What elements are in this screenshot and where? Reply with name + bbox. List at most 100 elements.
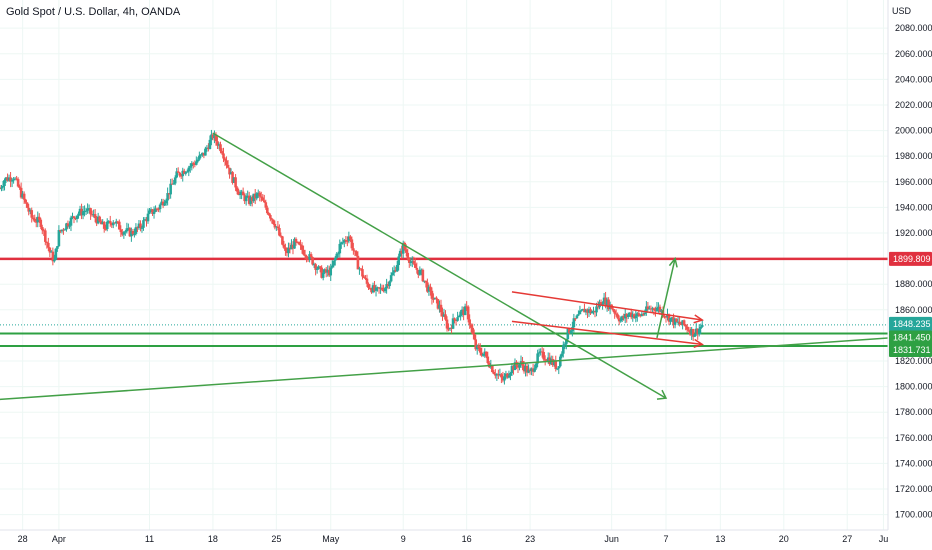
candle-body: [276, 226, 280, 229]
candle-body: [383, 288, 387, 292]
candle-body: [111, 222, 115, 226]
candle-body: [137, 223, 141, 228]
candle-body: [122, 232, 126, 235]
candle-body: [3, 180, 6, 186]
candle-body: [45, 241, 49, 243]
candle-body: [332, 260, 336, 266]
candle-body: [101, 222, 104, 225]
candle-body: [604, 297, 607, 307]
candle-body: [81, 211, 85, 216]
arrow-line[interactable]: [656, 258, 676, 339]
candle-body: [365, 278, 369, 284]
candle-body: [166, 193, 169, 201]
candle-body: [222, 153, 225, 159]
candle-body: [498, 374, 502, 376]
candle-body: [157, 208, 160, 210]
candle-body: [327, 269, 331, 276]
candle-body: [297, 242, 301, 245]
candle-body: [629, 312, 633, 318]
candle-body: [28, 210, 32, 212]
candle-body: [306, 258, 310, 260]
candle-body: [285, 250, 289, 254]
candle-body: [530, 368, 533, 372]
candle-body: [459, 311, 462, 316]
candle-body: [25, 202, 29, 208]
candle-body: [149, 209, 153, 211]
arrow-line[interactable]: [511, 291, 703, 321]
candle-body: [47, 242, 50, 248]
candle-body: [631, 314, 635, 318]
y-tick-label: 1780.000: [895, 407, 932, 417]
candle-body: [670, 317, 674, 319]
candle-body: [269, 215, 272, 219]
candle-body: [148, 210, 151, 214]
candle-body: [655, 307, 659, 312]
candle-body: [678, 321, 681, 324]
candle-body: [80, 208, 83, 216]
candle-body: [356, 255, 360, 270]
candle-body: [663, 316, 666, 318]
candle-body: [63, 229, 67, 231]
candle-body: [457, 315, 461, 318]
candle-body: [643, 312, 647, 315]
y-tick-label: 1980.000: [895, 151, 932, 161]
candle-body: [54, 248, 58, 260]
price-axis[interactable]: 2080.000 2060.000 2040.000 2020.000 2000.000…: [895, 23, 932, 519]
candle-body: [65, 223, 68, 230]
candle-body: [394, 270, 397, 272]
support-upper-badge: 1841.450: [893, 333, 931, 343]
candle-body: [679, 323, 683, 325]
trendline[interactable]: [0, 337, 889, 401]
candle-body: [560, 353, 564, 357]
candle-body: [361, 269, 364, 277]
candle-body: [377, 287, 381, 289]
candle-body: [199, 154, 203, 156]
candle-body: [368, 287, 372, 289]
support-upper-badge-bg: [889, 330, 932, 345]
candle-body: [172, 183, 175, 185]
candle-body: [386, 284, 390, 287]
candle-body: [469, 324, 473, 328]
trendline[interactable]: [212, 132, 667, 399]
candle-body: [427, 286, 431, 292]
candle-body: [10, 180, 14, 182]
candle-body: [699, 326, 703, 329]
candle-body: [584, 309, 588, 313]
candle-body: [210, 134, 213, 140]
candle-body: [451, 318, 455, 329]
candle-body: [540, 351, 544, 353]
candle-body: [418, 270, 422, 275]
candle-body: [465, 306, 468, 308]
candle-body: [255, 193, 259, 199]
candle-body: [250, 197, 254, 202]
arrow-line[interactable]: [511, 320, 703, 346]
candle-body: [557, 366, 561, 369]
candle-body: [16, 179, 20, 187]
candle-body: [290, 244, 293, 250]
candle-body: [155, 208, 159, 210]
drawings[interactable]: [0, 132, 889, 401]
candle-body: [281, 236, 284, 245]
x-tick-label: 9: [401, 534, 406, 544]
candle-body: [558, 356, 562, 367]
horizontal-levels[interactable]: [0, 257, 888, 347]
candle-body: [500, 374, 503, 378]
candle-body: [552, 360, 556, 366]
time-axis[interactable]: 28 Apr 11 18 25 May 9 16 23 Jun 7 13 20 27 Ju: [18, 534, 889, 544]
candle-body: [406, 252, 410, 259]
candle-body: [216, 141, 219, 146]
candle-body: [577, 314, 580, 316]
candle-body: [626, 314, 630, 317]
candle-body: [478, 347, 482, 353]
candle-body: [179, 175, 183, 177]
candle-body: [537, 352, 541, 354]
candle-body: [622, 316, 626, 319]
candle-body: [244, 196, 248, 202]
candle-body: [261, 197, 265, 201]
candle-body: [78, 208, 82, 214]
candle-body: [649, 308, 653, 310]
candle-body: [152, 211, 156, 214]
candle-body: [589, 309, 592, 314]
